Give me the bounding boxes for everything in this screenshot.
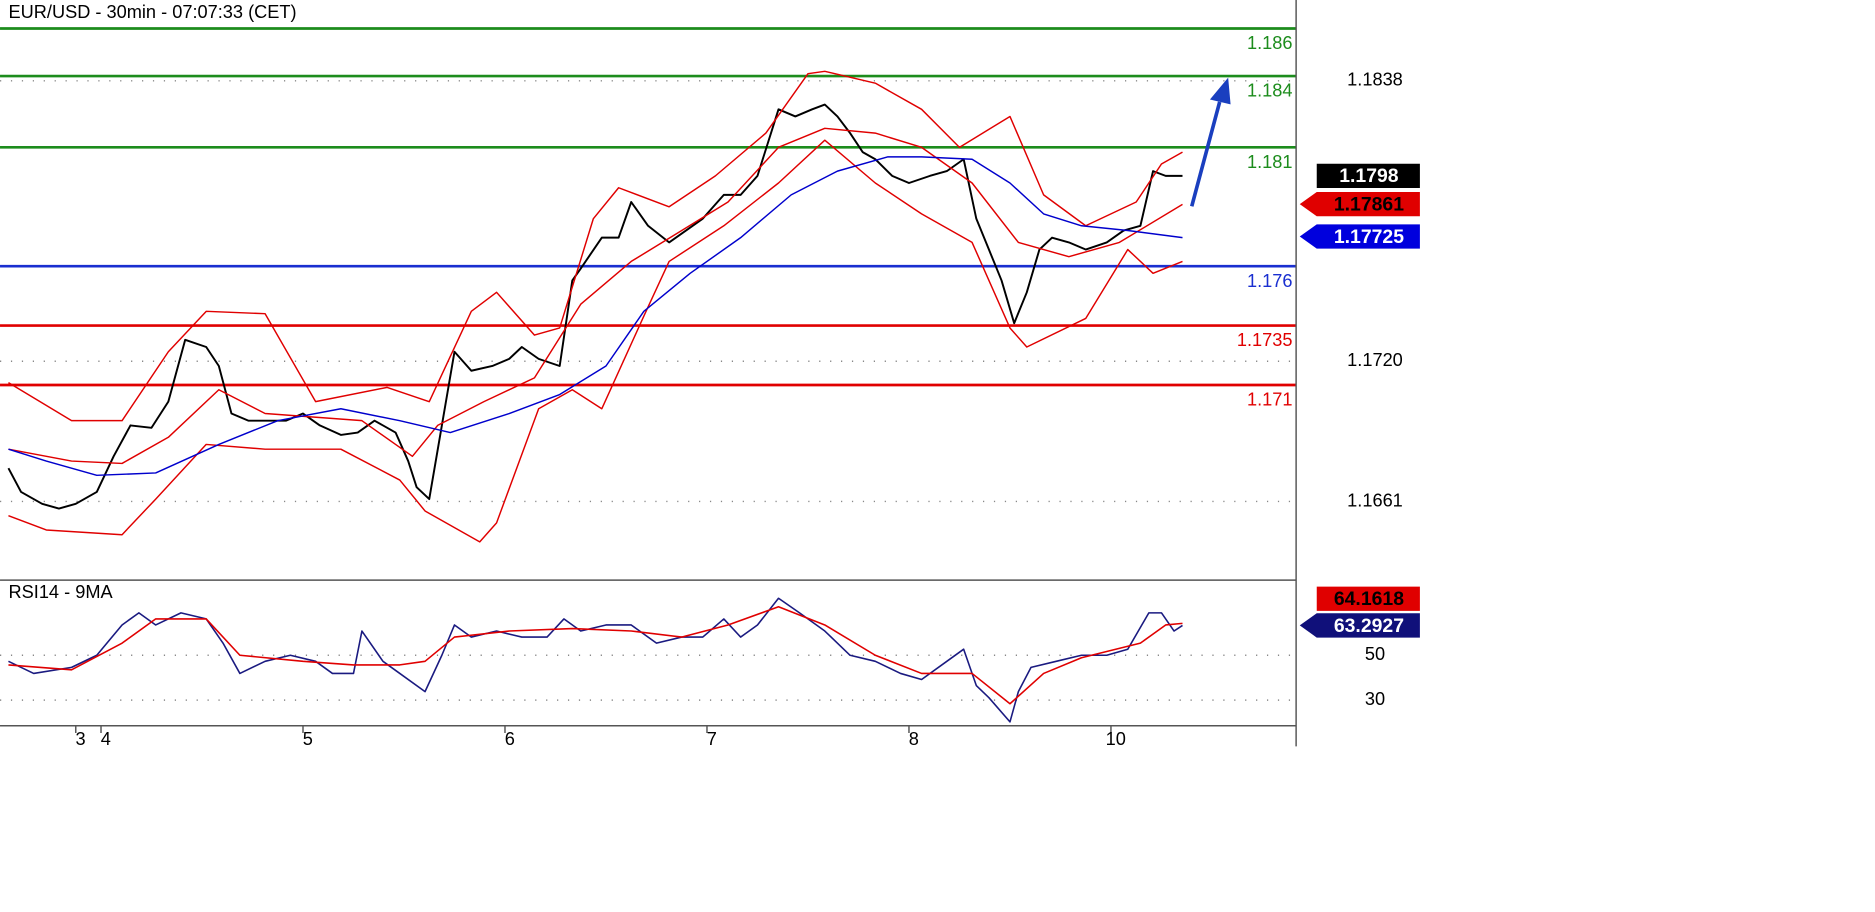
series-line [8,597,1183,723]
chart-title: EUR/USD - 30min - 07:07:33 (CET) [9,2,297,22]
plot-area: 1.1838 1.1720 1.1661 1.186 1.184 1.181 1.176 1.… [0,2,1420,749]
x-tick-label: 8 [909,729,919,749]
x-tick-label: 10 [1106,729,1126,749]
level-label: 1.186 [1247,33,1293,53]
series-line [8,70,1183,422]
price-label-box [1299,192,1420,217]
y-tick-label: 50 [1365,644,1385,664]
price-label-box [1299,224,1420,249]
price-label: 63.2927 [1334,615,1404,637]
series-line [8,156,1183,477]
y-tick-label: 1.1838 [1347,70,1403,90]
level-label: 1.184 [1247,81,1293,101]
arrow-shaft [1189,101,1222,207]
series-line [8,139,1183,543]
x-tick-label: 5 [303,729,313,749]
series-line [7,103,1183,510]
price-label-box [1316,586,1420,611]
trend-arrow [1189,77,1231,207]
price-label-box [1299,613,1420,638]
x-tick-label: 6 [505,729,515,749]
y-tick-label: 1.1661 [1347,490,1403,510]
x-tick-label: 4 [101,729,111,749]
price-label: 64.1618 [1334,588,1404,610]
level-label: 1.1735 [1237,330,1293,350]
price-label: 1.17725 [1334,226,1404,248]
series-line [8,605,1183,705]
x-tick-label: 3 [76,729,86,749]
chart-title: RSI14 - 9MA [9,582,114,602]
arrow-head [1209,77,1231,105]
price-label-box [1316,163,1420,189]
y-tick-label: 1.1720 [1347,350,1403,370]
price-label: 1.1798 [1339,165,1399,187]
series-line [8,127,1183,465]
level-label: 1.181 [1247,152,1293,172]
y-tick-label: 30 [1365,689,1385,709]
price-label: 1.17861 [1334,193,1404,215]
level-label: 1.171 [1247,390,1293,410]
level-label: 1.176 [1247,271,1293,291]
x-tick-label: 7 [707,729,717,749]
